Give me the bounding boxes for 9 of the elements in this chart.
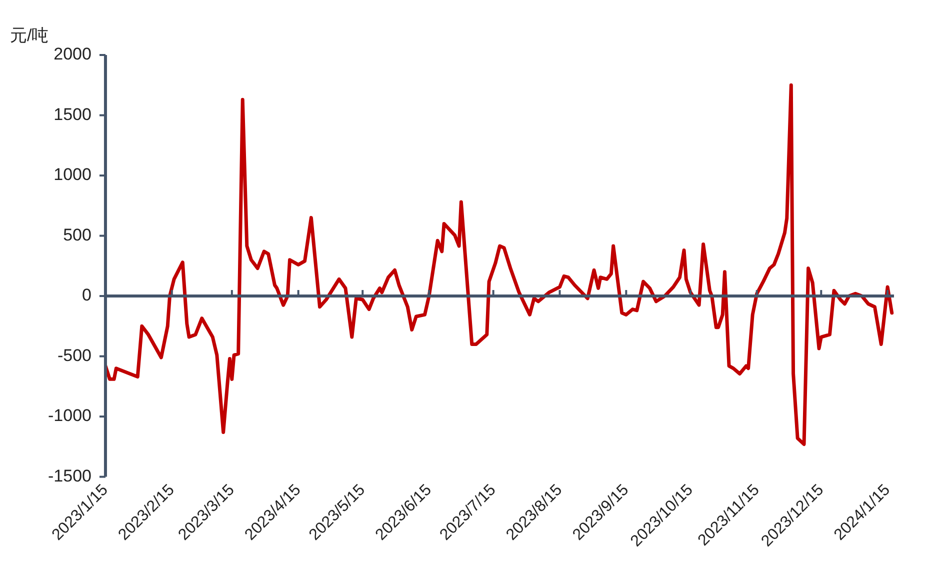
y-tick-label: 500 bbox=[63, 225, 92, 244]
y-axis-title: 元/吨 bbox=[10, 26, 49, 46]
y-tick-label: -500 bbox=[57, 346, 92, 365]
y-tick-label: 1000 bbox=[54, 165, 92, 184]
y-tick-label: 2000 bbox=[54, 44, 92, 64]
y-tick-label: 0 bbox=[82, 286, 92, 305]
y-tick-label: -1000 bbox=[48, 406, 92, 426]
y-tick-label: -1500 bbox=[48, 466, 92, 486]
y-tick-label: 1500 bbox=[54, 104, 92, 124]
